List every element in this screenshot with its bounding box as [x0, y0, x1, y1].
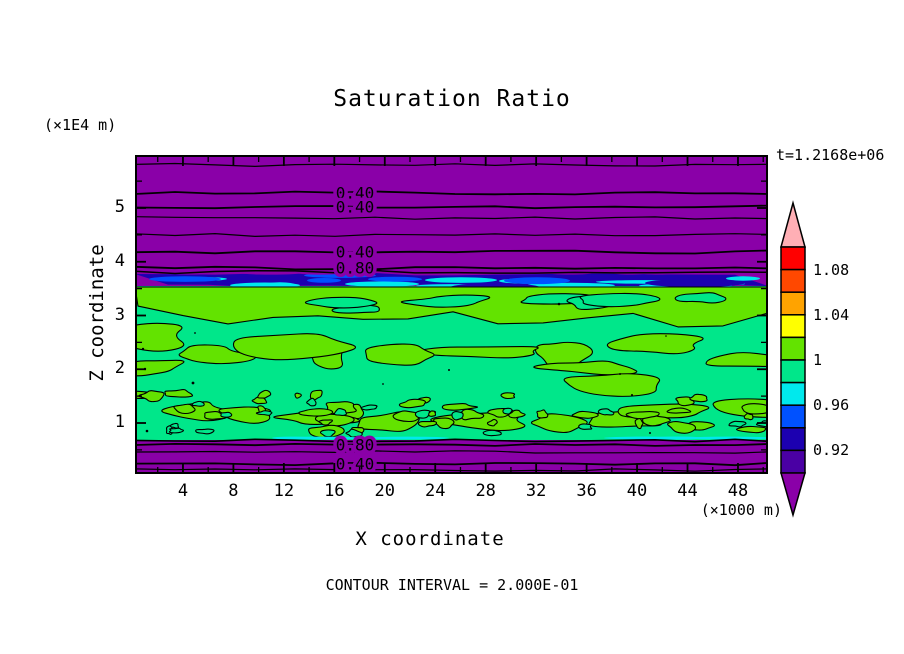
y-tick-label: 4	[114, 250, 125, 271]
x-axis-label: X coordinate	[355, 528, 505, 550]
contour-line-label: 0.40	[336, 184, 375, 203]
contour-interval-note: CONTOUR INTERVAL = 2.000E-01	[325, 576, 579, 594]
x-tick-label: 44	[677, 481, 698, 501]
x-tick-label: 40	[626, 481, 648, 501]
y-tick-label: 1	[114, 412, 125, 432]
colorbar	[780, 200, 806, 518]
timestamp-label: t=1.2168e+06	[776, 146, 885, 164]
colorbar-tick-label: 0.92	[813, 441, 850, 460]
colorbar-tick-label: 1.08	[813, 260, 850, 279]
y-tick-label: 2	[114, 358, 125, 379]
x-tick-label: 48	[727, 481, 749, 501]
contour-line-label: 0.80	[336, 259, 375, 278]
colorbar-tick-label: 1.04	[813, 305, 850, 324]
y-axis-unit: (×1E4 m)	[44, 116, 117, 134]
plot-title: Saturation Ratio	[333, 86, 571, 112]
x-tick-label: 16	[324, 481, 345, 501]
contour-plot: 0.400.400.400.800.800.40	[135, 155, 768, 474]
x-tick-label: 4	[177, 481, 189, 501]
x-tick-label: 32	[525, 481, 547, 501]
x-axis-unit: (×1000 m)	[700, 501, 782, 519]
colorbar-tick-label: 1	[813, 351, 823, 369]
x-tick-label: 12	[273, 481, 295, 501]
contour-line-label: 0.40	[336, 455, 375, 474]
x-tick-label: 28	[475, 481, 496, 501]
y-tick-label: 3	[114, 304, 125, 325]
contour-line-label: 0.80	[336, 436, 375, 455]
colorbar-tick-label: 0.96	[813, 396, 850, 415]
x-tick-label: 36	[576, 481, 597, 501]
x-tick-label: 20	[374, 481, 395, 501]
x-tick-label: 24	[424, 481, 446, 501]
x-tick-label: 8	[228, 481, 239, 501]
y-tick-label: 5	[114, 197, 125, 217]
contour-line-label: 0.40	[336, 243, 375, 262]
contour-line-label: 0.40	[336, 198, 375, 217]
